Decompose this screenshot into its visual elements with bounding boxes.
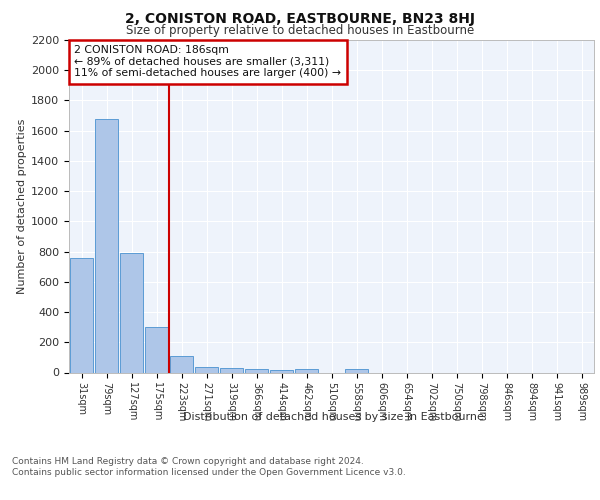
Bar: [245, 370, 268, 372]
Text: 2 CONISTON ROAD: 186sqm
← 89% of detached houses are smaller (3,311)
11% of semi: 2 CONISTON ROAD: 186sqm ← 89% of detache…: [74, 45, 341, 78]
Text: Distribution of detached houses by size in Eastbourne: Distribution of detached houses by size …: [182, 412, 484, 422]
Bar: [145, 327, 168, 372]
Bar: [170, 356, 193, 372]
Bar: [195, 367, 218, 372]
Y-axis label: Number of detached properties: Number of detached properties: [17, 118, 27, 294]
Text: Size of property relative to detached houses in Eastbourne: Size of property relative to detached ho…: [126, 24, 474, 37]
Text: 2, CONISTON ROAD, EASTBOURNE, BN23 8HJ: 2, CONISTON ROAD, EASTBOURNE, BN23 8HJ: [125, 12, 475, 26]
Bar: [220, 368, 243, 372]
Bar: [120, 253, 143, 372]
Bar: [270, 370, 293, 372]
Bar: [345, 370, 368, 372]
Bar: [95, 118, 118, 372]
Bar: [70, 258, 93, 372]
Bar: [295, 370, 318, 372]
Text: Contains HM Land Registry data © Crown copyright and database right 2024.
Contai: Contains HM Land Registry data © Crown c…: [12, 458, 406, 477]
